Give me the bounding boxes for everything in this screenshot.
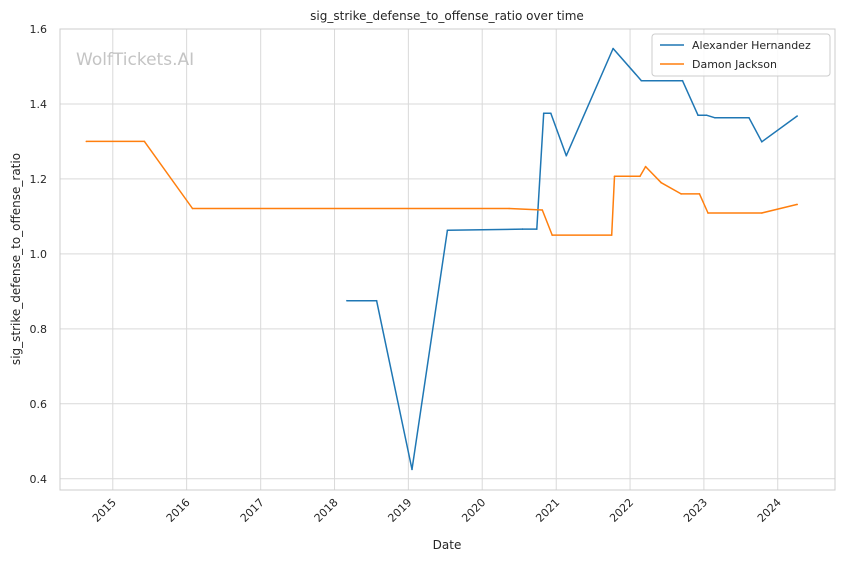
legend-label-damon-jackson: Damon Jackson (692, 58, 777, 71)
data-point-damon-jackson (143, 140, 146, 143)
y-tick-label: 0.6 (30, 398, 48, 411)
plot-area-frame (59, 28, 836, 491)
data-point-damon-jackson (707, 212, 709, 214)
y-tick-label: 1.4 (30, 98, 48, 111)
data-point-damon-jackson (85, 140, 88, 143)
data-point-alexander-hernandez (542, 112, 545, 115)
data-point-alexander-hernandez (748, 117, 750, 119)
data-point-alexander-hernandez (705, 114, 708, 116)
legend-label-alexander-hernandez: Alexander Hernandez (692, 39, 811, 52)
series-line-damon-jackson (86, 140, 798, 236)
data-point-alexander-hernandez (346, 299, 348, 302)
y-axis-ticks: 0.4 0.6 0.8 1.0 1.2 1.4 1.6 (30, 23, 48, 486)
data-point-damon-jackson (660, 181, 662, 184)
data-point-alexander-hernandez (640, 79, 643, 82)
data-point-alexander-hernandez (565, 154, 568, 157)
data-point-alexander-hernandez (446, 229, 449, 232)
data-point-damon-jackson (613, 175, 616, 178)
data-point-alexander-hernandez (796, 115, 798, 117)
legend-box (651, 33, 831, 77)
y-tick-label: 1.6 (30, 23, 48, 36)
data-point-alexander-hernandez (521, 228, 524, 230)
data-point-damon-jackson (551, 234, 553, 236)
data-point-alexander-hernandez (714, 117, 716, 119)
data-point-damon-jackson (191, 207, 194, 210)
watermark: WolfTickets.AI (76, 50, 194, 70)
data-point-damon-jackson (698, 193, 701, 195)
data-point-alexander-hernandez (550, 112, 552, 115)
data-point-damon-jackson (761, 212, 763, 214)
data-point-alexander-hernandez (681, 79, 684, 82)
data-point-damon-jackson (541, 209, 544, 211)
chart-title: sig_strike_defense_to_offense_ratio over… (310, 9, 584, 23)
data-point-damon-jackson (610, 234, 613, 236)
y-tick-label: 1.2 (30, 173, 48, 186)
legend: Alexander Hernandez Damon Jackson (651, 33, 831, 77)
data-point-alexander-hernandez (697, 114, 699, 116)
data-point-alexander-hernandez (375, 299, 378, 302)
data-point-alexander-hernandez (536, 228, 538, 230)
data-point-alexander-hernandez (612, 47, 614, 50)
data-point-damon-jackson (680, 193, 682, 195)
data-point-alexander-hernandez (411, 468, 413, 471)
y-axis-title: sig_strike_defense_to_offense_ratio (9, 153, 23, 365)
data-point-damon-jackson (644, 165, 647, 168)
series-lines (85, 47, 798, 471)
x-axis-title: Date (433, 538, 462, 552)
y-tick-label: 0.4 (30, 473, 48, 486)
series-line-alexander-hernandez (346, 47, 798, 471)
data-point-alexander-hernandez (761, 141, 763, 143)
y-tick-label: 0.8 (30, 323, 48, 336)
data-point-damon-jackson (639, 175, 641, 178)
y-tick-label: 1.0 (30, 248, 48, 261)
data-point-damon-jackson (796, 203, 798, 206)
data-point-damon-jackson (508, 207, 510, 210)
